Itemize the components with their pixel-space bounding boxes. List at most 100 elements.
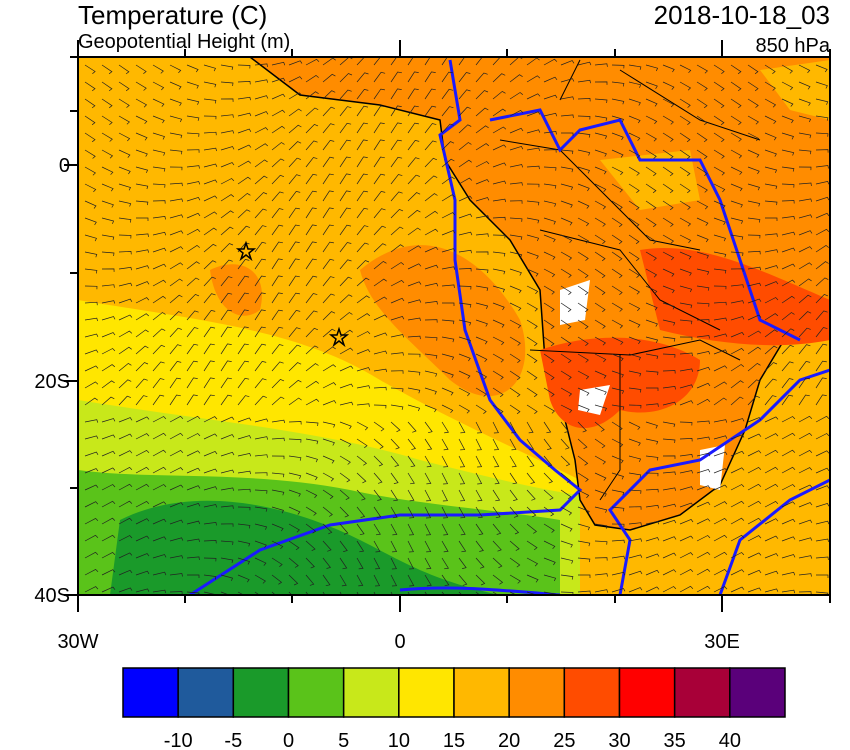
wind-barb: [441, 404, 454, 414]
wind-barb: [815, 310, 828, 321]
wind-barb: [186, 310, 199, 321]
wind-barb: [509, 164, 524, 168]
wind-barb: [662, 336, 676, 342]
wind-barb: [713, 98, 725, 109]
wind-barb: [645, 504, 659, 509]
wind-barb: [696, 485, 711, 491]
wind-barb: [441, 319, 455, 325]
wind-barb: [237, 343, 249, 355]
wind-barb: [815, 244, 830, 253]
wind-barb: [390, 279, 405, 287]
wind-barb: [373, 332, 388, 338]
wind-barb: [339, 472, 351, 483]
wind-barb: [237, 360, 249, 372]
wind-barb: [475, 557, 485, 569]
wind-barb: [305, 207, 317, 219]
colorbar-box: [729, 667, 786, 718]
wind-barb: [492, 90, 506, 100]
wind-barb: [645, 217, 657, 228]
wind-barb: [713, 517, 728, 525]
wind-barb: [815, 360, 827, 372]
wind-barb: [288, 489, 301, 497]
wind-barb: [713, 81, 725, 92]
wind-barb: [186, 293, 200, 304]
wind-barb: [764, 378, 777, 389]
wind-barb: [271, 361, 284, 372]
wind-barb: [577, 472, 589, 482]
wind-barb: [713, 586, 728, 593]
wind-barb: [628, 404, 642, 409]
wind-barb: [84, 349, 99, 355]
wind-barb: [747, 234, 761, 239]
wind-barb: [492, 421, 499, 434]
wind-barb: [645, 353, 659, 360]
wind-barb: [662, 519, 677, 525]
height-contours: [189, 59, 830, 595]
wind-barb: [645, 520, 660, 525]
wind-barb: [424, 387, 437, 395]
wind-barb: [713, 501, 728, 508]
wind-barb: [577, 523, 591, 531]
wind-barb: [747, 200, 761, 207]
wind-barb: [186, 343, 199, 355]
wind-barb: [781, 149, 795, 156]
wind-barb: [628, 166, 640, 176]
wind-barb: [679, 251, 692, 260]
wind-barb: [611, 571, 626, 576]
wind-barb: [781, 183, 795, 188]
wind-barb: [186, 149, 200, 153]
wind-barb: [628, 285, 640, 295]
wind-barb: [237, 275, 250, 287]
wind-barb: [203, 163, 218, 168]
wind-barb: [424, 210, 439, 219]
wind-barb: [594, 217, 606, 227]
wind-barb: [305, 398, 320, 406]
colorbar-box: [453, 667, 510, 718]
wind-barb: [84, 419, 99, 423]
wind-barb: [169, 198, 184, 202]
wind-barb: [356, 489, 366, 501]
wind-barb: [373, 57, 386, 66]
wind-barb: [442, 302, 455, 306]
wind-barb: [560, 540, 573, 548]
wind-barb: [203, 276, 216, 287]
wind-barb: [339, 383, 354, 389]
wind-barb: [798, 327, 811, 338]
wind-barb: [526, 421, 534, 434]
wind-barb: [798, 278, 812, 287]
wind-barb: [118, 450, 133, 457]
wind-barb: [475, 107, 489, 117]
wind-barb: [764, 535, 779, 542]
wind-barb: [152, 216, 166, 220]
wind-barb: [798, 537, 813, 542]
wind-barb: [288, 344, 301, 355]
wind-barb: [628, 183, 640, 193]
wind-barb: [730, 284, 744, 288]
wind-barb: [577, 370, 590, 380]
wind-barb: [254, 489, 268, 494]
wind-barb: [747, 569, 762, 576]
wind-barb: [696, 518, 711, 525]
wind-barb: [135, 449, 150, 457]
wind-barb: [186, 591, 200, 595]
wind-barb: [390, 57, 398, 66]
wind-barb: [526, 217, 540, 224]
wind-barb: [560, 421, 569, 433]
wind-barb: [815, 81, 828, 89]
wind-barb: [407, 192, 421, 202]
wind-barb: [645, 438, 659, 445]
wind-barb: [322, 106, 335, 117]
wind-barb: [747, 183, 760, 191]
wind-barb: [662, 569, 677, 576]
wind-barb: [713, 301, 727, 306]
wind-barb: [237, 452, 252, 457]
wind-barb: [84, 397, 98, 406]
wind-barb: [781, 518, 796, 525]
wind-barb: [441, 489, 448, 502]
wind-barb: [594, 149, 607, 157]
wind-barb: [594, 421, 605, 432]
wind-barb: [373, 557, 381, 570]
wind-barb: [713, 397, 727, 406]
wind-barb: [424, 404, 437, 413]
wind-barb: [237, 540, 251, 547]
